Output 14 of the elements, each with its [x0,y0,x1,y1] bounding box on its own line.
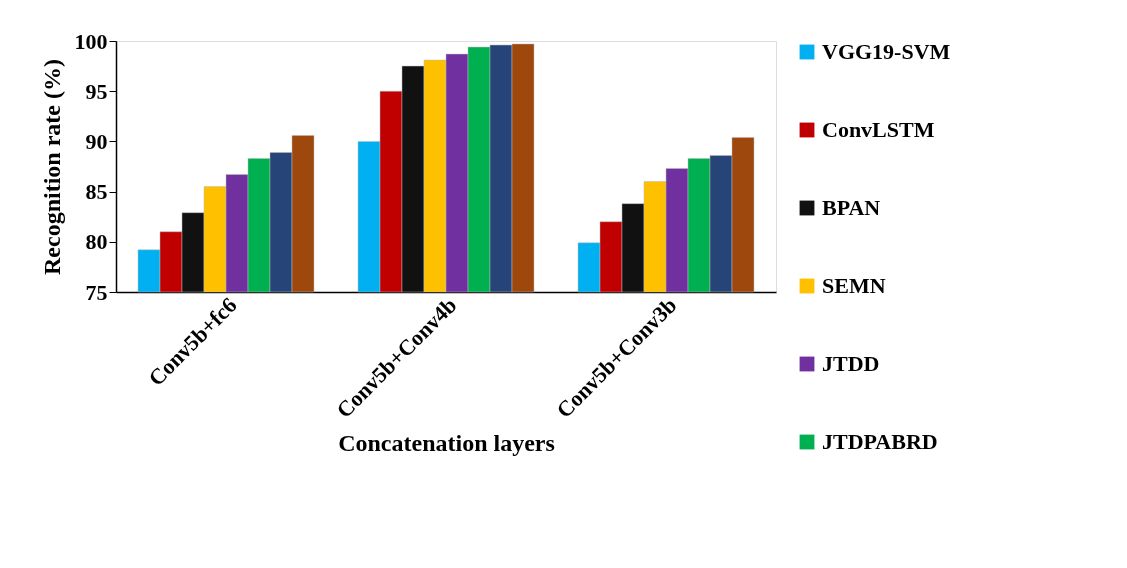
y-tick-label: 75 [85,279,108,305]
y-tick-label: 80 [85,229,108,255]
legend-label: BPAN [822,195,881,220]
y-tick-label: 95 [85,78,108,104]
legend-label: SEMN [822,273,886,298]
x-axis-title: Concatenation layers [338,429,555,456]
legend-label: JTDPABRD [822,429,938,454]
y-tick-label: 100 [74,28,108,54]
legend-label: ConvLSTM [822,117,935,142]
y-tick-label: 85 [85,179,108,205]
y-tick-label: 90 [85,128,108,154]
legend-label: JTDD [822,351,880,376]
legend-label: VGG19-SVM [822,39,951,64]
y-axis-title: Recognition rate (%) [38,59,65,275]
